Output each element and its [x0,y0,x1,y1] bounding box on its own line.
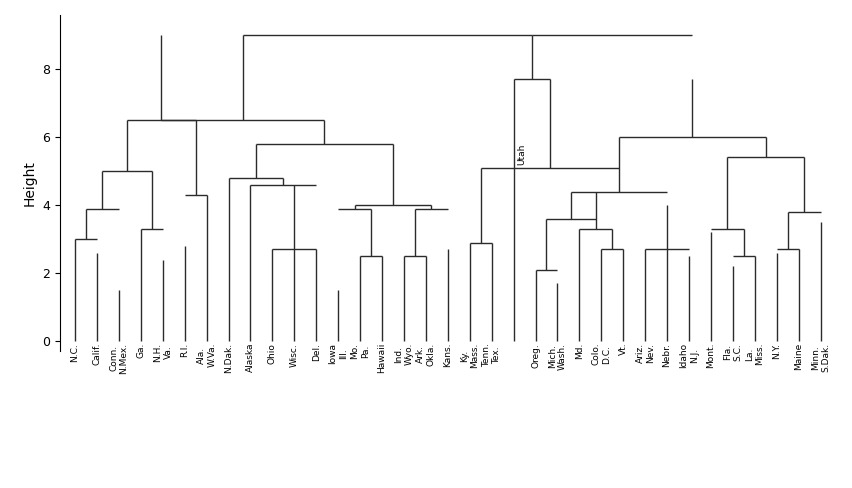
Text: Minn.
S.Dak.: Minn. S.Dak. [810,343,829,372]
Text: Mont.: Mont. [705,343,715,368]
Text: Idaho
N.J.: Idaho N.J. [678,343,698,368]
Text: Ky.
Mass.: Ky. Mass. [459,343,479,368]
Y-axis label: Height: Height [22,160,37,206]
Text: Utah: Utah [516,143,526,165]
Text: Mich.
Wash.: Mich. Wash. [547,343,567,370]
Text: Wisc.: Wisc. [290,343,298,366]
Text: Maine: Maine [793,343,803,370]
Text: Nebr.: Nebr. [662,343,671,366]
Text: Hawaii: Hawaii [377,343,386,373]
Text: Del.: Del. [311,343,320,361]
Text: Kans.: Kans. [443,343,452,367]
Text: Conn.
N.Mex.: Conn. N.Mex. [109,343,129,374]
Text: Fla.
S.C.: Fla. S.C. [722,343,742,361]
Text: Ariz.
Nev.: Ariz. Nev. [635,343,654,363]
Text: Ohio: Ohio [268,343,277,364]
Text: N.Y.: N.Y. [771,343,780,359]
Text: N.C.: N.C. [71,343,79,362]
Text: Ind.
Wyo.: Ind. Wyo. [394,343,413,365]
Text: Colo.
D.C.: Colo. D.C. [591,343,610,366]
Text: Oreg.: Oreg. [531,343,539,367]
Text: Ark.
Okla.: Ark. Okla. [416,343,435,366]
Text: Ala.
W.Va.: Ala. W.Va. [197,343,216,367]
Text: Vt.: Vt. [618,343,627,355]
Text: Ga.: Ga. [136,343,145,358]
Text: R.I.: R.I. [180,343,189,357]
Text: Md.: Md. [574,343,584,359]
Text: Tenn.
Tex.: Tenn. Tex. [481,343,501,366]
Text: N.H.
Va.: N.H. Va. [153,343,172,362]
Text: Iowa
Ill.: Iowa Ill. [328,343,348,364]
Text: Mo.
Pa.: Mo. Pa. [350,343,370,359]
Text: N.Dak.: N.Dak. [224,343,233,373]
Text: Alaska: Alaska [245,343,255,372]
Text: La.
Miss.: La. Miss. [745,343,763,366]
Text: Calif.: Calif. [92,343,101,366]
